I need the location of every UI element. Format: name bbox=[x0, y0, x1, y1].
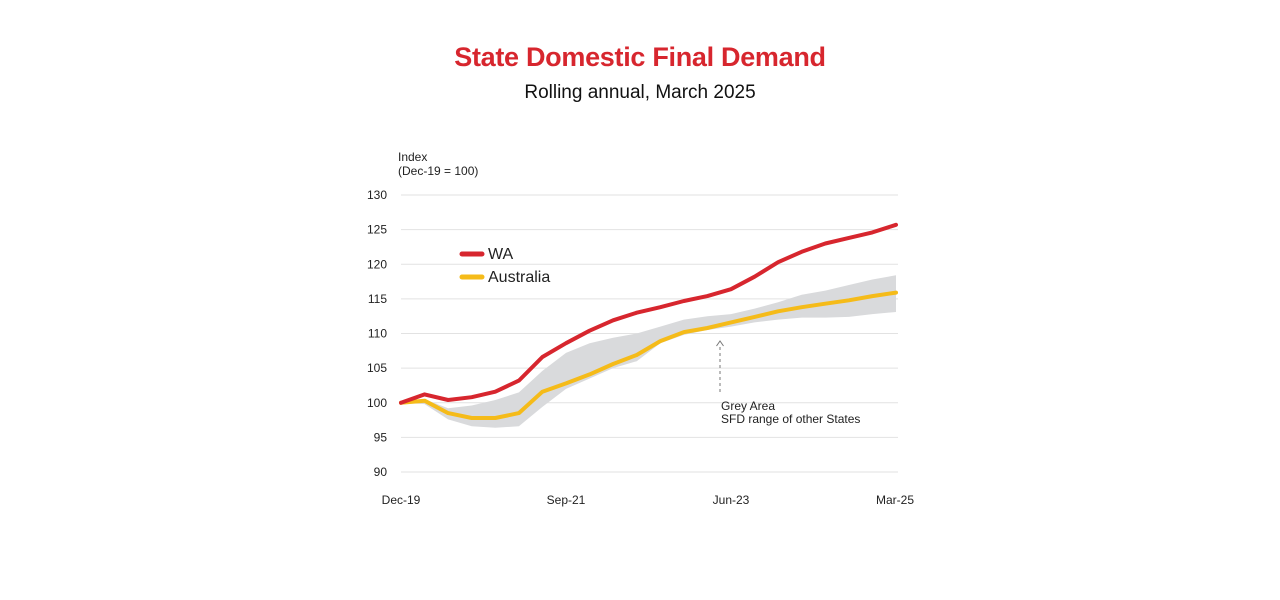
y-tick-label-130: 130 bbox=[367, 188, 387, 202]
y-tick-label-105: 105 bbox=[367, 361, 387, 375]
y-tick-label-120: 120 bbox=[367, 257, 387, 271]
chart-title: State Domestic Final Demand bbox=[454, 42, 826, 72]
annotation-line2: SFD range of other States bbox=[721, 412, 860, 426]
x-axis-ticks: Dec-19 Sep-21 Jun-23 Mar-25 bbox=[382, 493, 915, 507]
series-line-wa bbox=[399, 222, 898, 405]
x-tick-label-sep-21: Sep-21 bbox=[547, 493, 586, 507]
series-line-australia bbox=[399, 290, 898, 420]
range-band-layer bbox=[401, 275, 896, 428]
y-tick-label-100: 100 bbox=[367, 396, 387, 410]
y-tick-label-125: 125 bbox=[367, 223, 387, 237]
gridlines bbox=[401, 194, 898, 473]
y-axis-ticks: 130 125 120 115 110 105 100 95 90 bbox=[367, 188, 387, 479]
annotation-arrowhead bbox=[716, 340, 724, 347]
y-axis-label-line2: (Dec-19 = 100) bbox=[398, 164, 478, 178]
legend-label-wa: WA bbox=[488, 246, 514, 263]
y-axis-label-line1: Index bbox=[398, 150, 427, 164]
x-tick-label-jun-23: Jun-23 bbox=[713, 493, 750, 507]
chart-subtitle: Rolling annual, March 2025 bbox=[524, 82, 756, 103]
range-band-other-states bbox=[401, 275, 896, 428]
y-tick-label-95: 95 bbox=[374, 430, 388, 444]
y-tick-label-90: 90 bbox=[374, 465, 388, 479]
x-tick-label-mar-25: Mar-25 bbox=[876, 493, 914, 507]
legend-label-australia: Australia bbox=[488, 269, 550, 286]
series-layer bbox=[399, 222, 898, 420]
y-tick-label-110: 110 bbox=[368, 327, 387, 341]
y-tick-label-115: 115 bbox=[368, 292, 387, 306]
x-tick-label-dec-19: Dec-19 bbox=[382, 493, 421, 507]
annotation-line1: Grey Area bbox=[721, 399, 775, 413]
annotation: Grey Area SFD range of other States bbox=[716, 340, 860, 426]
legend: WA Australia bbox=[459, 246, 550, 286]
